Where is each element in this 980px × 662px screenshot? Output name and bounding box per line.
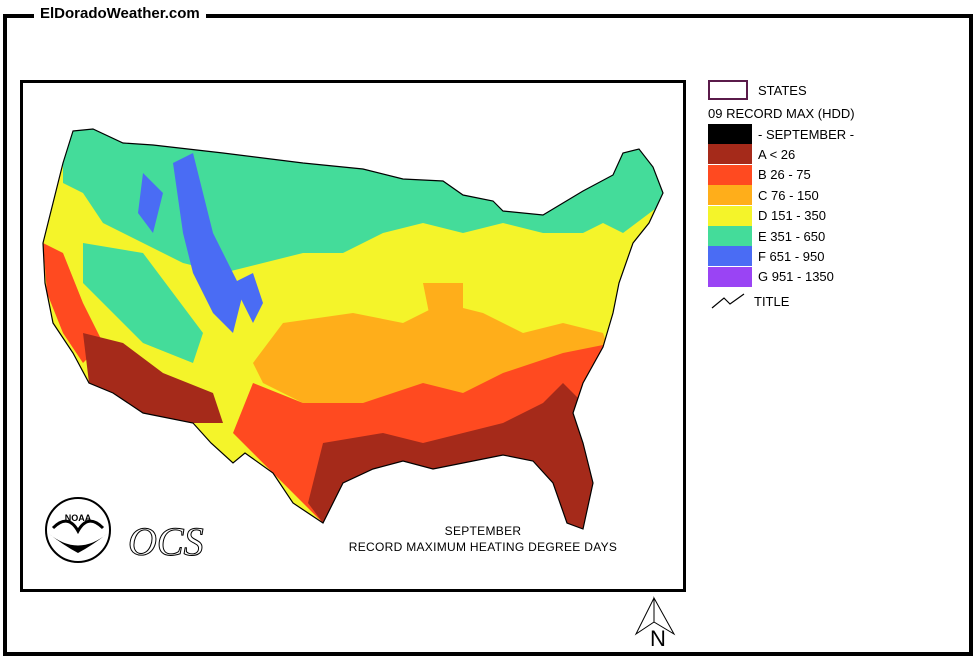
noaa-logo-text: NOAA bbox=[65, 513, 92, 523]
title-line-icon bbox=[711, 293, 745, 309]
legend-class-row: A < 26 bbox=[708, 144, 796, 165]
legend-class-label: - SEPTEMBER - bbox=[758, 126, 855, 142]
legend-class-row: G 951 - 1350 bbox=[708, 266, 834, 287]
states-outline-swatch bbox=[708, 80, 748, 100]
us-hdd-map: NOAA OCS bbox=[42, 128, 664, 565]
legend-swatch bbox=[708, 185, 752, 206]
legend-class-row: E 351 - 650 bbox=[708, 226, 825, 246]
legend-class-label: B 26 - 75 bbox=[758, 167, 811, 183]
legend-layer-title-text: 09 RECORD MAX (HDD) bbox=[708, 106, 855, 121]
legend-swatch bbox=[708, 124, 752, 144]
legend-swatch bbox=[708, 246, 752, 267]
legend-states-row: STATES bbox=[708, 80, 807, 100]
caption-line2: RECORD MAXIMUM HEATING DEGREE DAYS bbox=[348, 540, 618, 554]
legend-class-label: G 951 - 1350 bbox=[758, 269, 834, 285]
legend-title-label: TITLE bbox=[754, 293, 790, 309]
legend-class-row: B 26 - 75 bbox=[708, 164, 811, 185]
legend-class-label: F 651 - 950 bbox=[758, 248, 825, 264]
ocs-logo: OCS bbox=[128, 519, 204, 564]
legend-layer-title: 09 RECORD MAX (HDD) bbox=[708, 106, 855, 121]
legend-class-row: C 76 - 150 bbox=[708, 185, 819, 206]
legend-class-label: A < 26 bbox=[758, 146, 796, 162]
noaa-logo: NOAA bbox=[45, 497, 111, 563]
caption-line1: SEPTEMBER bbox=[444, 524, 522, 538]
site-title[interactable]: ElDoradoWeather.com bbox=[34, 4, 206, 24]
legend-swatch bbox=[708, 144, 752, 165]
north-arrow: N bbox=[632, 596, 688, 658]
legend-class-row: F 651 - 950 bbox=[708, 246, 825, 267]
legend-class-label: D 151 - 350 bbox=[758, 208, 826, 224]
legend-class-label: E 351 - 650 bbox=[758, 228, 826, 244]
map-panel: NOAA OCS SEPTEMBER RECORD MAXIMUM HEATIN… bbox=[20, 80, 686, 592]
legend-swatch bbox=[708, 205, 752, 226]
north-label: N bbox=[650, 626, 666, 651]
legend-swatch bbox=[708, 164, 752, 185]
map-caption: SEPTEMBER RECORD MAXIMUM HEATING DEGREE … bbox=[323, 523, 643, 555]
legend-swatch bbox=[708, 266, 752, 287]
legend-class-label: C 76 - 150 bbox=[758, 187, 819, 203]
legend-class-row: D 151 - 350 bbox=[708, 205, 826, 226]
outer-frame bbox=[3, 14, 973, 656]
legend-states-label: STATES bbox=[758, 82, 807, 98]
legend-class-row: - SEPTEMBER - bbox=[708, 124, 854, 144]
legend-swatch bbox=[708, 226, 752, 246]
north-arrow-icon bbox=[634, 596, 676, 636]
legend-title-row: TITLE bbox=[708, 290, 789, 312]
